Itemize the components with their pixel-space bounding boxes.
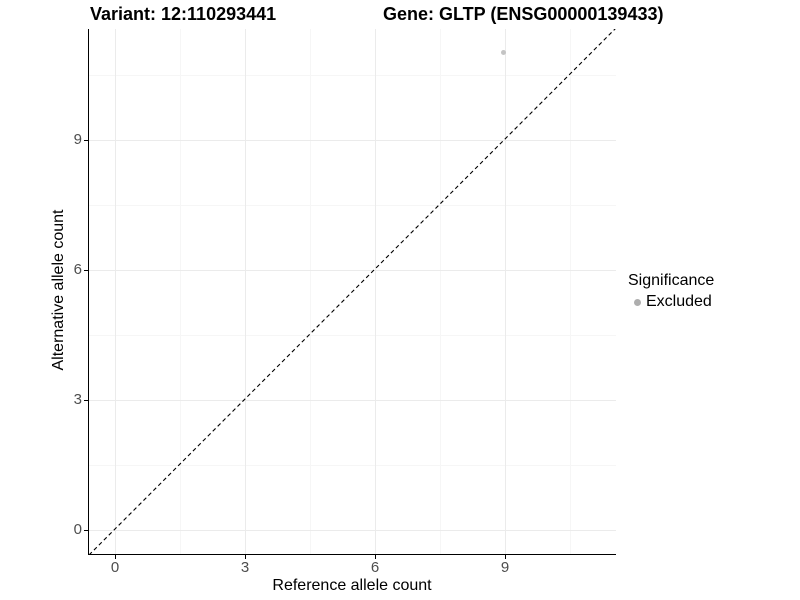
gridline-h-minor [88, 465, 616, 466]
x-tick-label: 0 [110, 559, 120, 576]
gridline-v-minor [310, 29, 311, 554]
x-tick-label: 9 [500, 559, 510, 576]
gridline-h-major [88, 140, 616, 141]
y-tick-label: 6 [73, 261, 82, 278]
gridline-v-minor [180, 29, 181, 554]
gridline-v-major [375, 29, 376, 554]
legend-title: Significance [628, 272, 715, 289]
x-axis-tick [505, 555, 506, 559]
legend-key [628, 294, 646, 310]
gridline-h-major [88, 270, 616, 271]
gridline-v-minor [440, 29, 441, 554]
y-axis-tick [84, 400, 88, 401]
y-tick-label: 0 [73, 521, 82, 538]
plot-title-gene: Gene: GLTP (ENSG00000139433) [383, 4, 664, 24]
plot-panel [84, 29, 616, 559]
data-point [501, 50, 506, 55]
legend-entry-label: Excluded [646, 293, 712, 310]
x-tick-label: 3 [240, 559, 250, 576]
y-tick-label: 3 [73, 391, 82, 408]
gridline-v-major [505, 29, 506, 554]
x-axis-tick [375, 555, 376, 559]
y-axis-tick [84, 270, 88, 271]
identity-reference-line [88, 29, 616, 555]
gridline-v-major [245, 29, 246, 554]
x-axis-tick [115, 555, 116, 559]
y-axis-tick [84, 530, 88, 531]
y-tick-label: 9 [73, 131, 82, 148]
gridline-h-minor [88, 335, 616, 336]
gridline-h-major [88, 400, 616, 401]
gridline-h-minor [88, 205, 616, 206]
gridline-h-minor [88, 75, 616, 76]
gridline-h-major [88, 530, 616, 531]
x-axis-line [88, 554, 616, 555]
gridline-v-minor [570, 29, 571, 554]
y-axis-line [88, 29, 89, 555]
y-axis-tick [84, 140, 88, 141]
legend-entry-excluded: Excluded [628, 293, 714, 311]
x-axis-title: Reference allele count [272, 577, 432, 594]
gridline-v-major [115, 29, 116, 554]
plot-title-variant: Variant: 12:110293441 [90, 4, 277, 24]
legend: Significance Excluded [628, 272, 714, 311]
x-axis-tick [245, 555, 246, 559]
x-tick-label: 6 [370, 559, 380, 576]
circle-marker-icon [633, 298, 641, 306]
y-axis-title: Alternative allele count [50, 209, 67, 371]
